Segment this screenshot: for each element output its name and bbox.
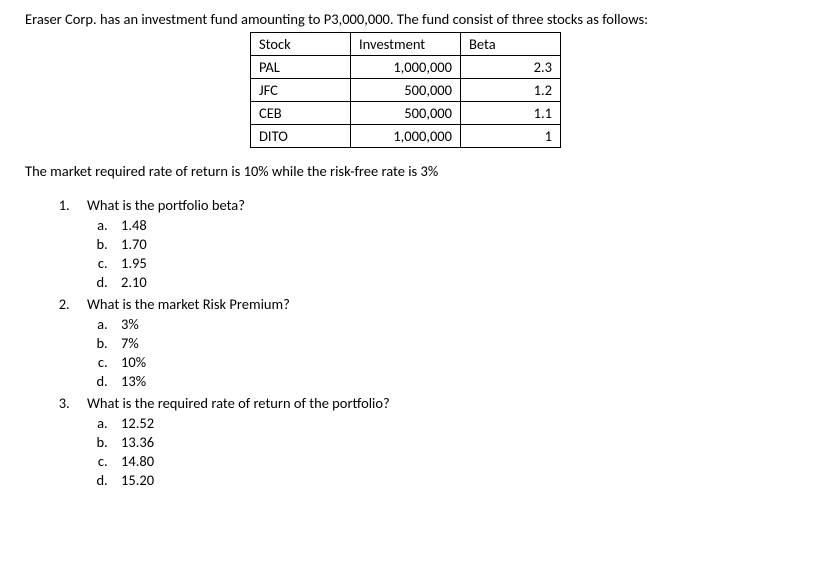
context-text: The market required rate of return is 10… <box>25 162 796 180</box>
option-item: 2.10 <box>111 273 796 291</box>
cell-stock: DITO <box>251 125 351 148</box>
option-item: 1.70 <box>111 235 796 253</box>
cell-beta: 2.3 <box>461 56 561 79</box>
option-item: 1.95 <box>111 254 796 272</box>
questions-list: What is the portfolio beta? 1.48 1.70 1.… <box>25 196 796 489</box>
question-text: What is the market Risk Premium? <box>87 295 290 313</box>
header-stock: Stock <box>251 33 351 56</box>
option-item: 13% <box>111 372 796 390</box>
cell-investment: 500,000 <box>351 102 461 125</box>
options-list: 12.52 13.36 14.80 15.20 <box>87 414 796 489</box>
cell-stock: JFC <box>251 79 351 102</box>
option-item: 3% <box>111 315 796 333</box>
table-row: JFC 500,000 1.2 <box>251 79 561 102</box>
option-item: 10% <box>111 353 796 371</box>
cell-beta: 1.1 <box>461 102 561 125</box>
cell-investment: 1,000,000 <box>351 125 461 148</box>
table-header-row: Stock Investment Beta <box>251 33 561 56</box>
option-item: 12.52 <box>111 414 796 432</box>
cell-stock: PAL <box>251 56 351 79</box>
stock-table: Stock Investment Beta PAL 1,000,000 2.3 … <box>250 32 561 148</box>
intro-text: Eraser Corp. has an investment fund amou… <box>25 10 796 28</box>
option-item: 1.48 <box>111 216 796 234</box>
table-row: DITO 1,000,000 1 <box>251 125 561 148</box>
cell-stock: CEB <box>251 102 351 125</box>
question-item: What is the portfolio beta? 1.48 1.70 1.… <box>73 196 796 291</box>
cell-beta: 1 <box>461 125 561 148</box>
header-beta: Beta <box>461 33 561 56</box>
option-item: 13.36 <box>111 433 796 451</box>
option-item: 15.20 <box>111 471 796 489</box>
options-list: 1.48 1.70 1.95 2.10 <box>87 216 796 291</box>
question-text: What is the portfolio beta? <box>87 196 245 214</box>
question-item: What is the required rate of return of t… <box>73 394 796 489</box>
question-text: What is the required rate of return of t… <box>87 394 390 412</box>
cell-investment: 500,000 <box>351 79 461 102</box>
option-item: 7% <box>111 334 796 352</box>
cell-investment: 1,000,000 <box>351 56 461 79</box>
table-row: PAL 1,000,000 2.3 <box>251 56 561 79</box>
question-item: What is the market Risk Premium? 3% 7% 1… <box>73 295 796 390</box>
header-investment: Investment <box>351 33 461 56</box>
option-item: 14.80 <box>111 452 796 470</box>
options-list: 3% 7% 10% 13% <box>87 315 796 390</box>
table-row: CEB 500,000 1.1 <box>251 102 561 125</box>
cell-beta: 1.2 <box>461 79 561 102</box>
